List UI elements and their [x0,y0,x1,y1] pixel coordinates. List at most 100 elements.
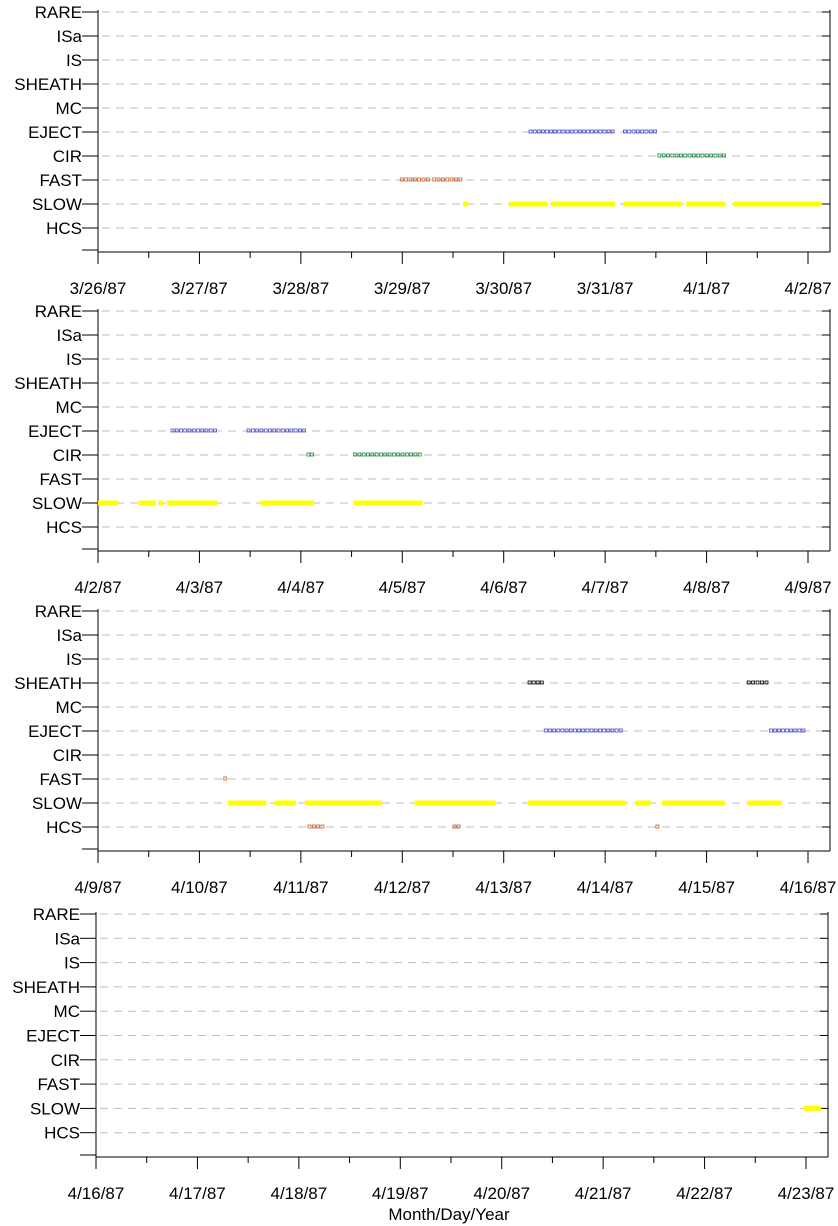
y-tick-label-hcs: HCS [46,219,82,238]
interval-cir-4-marker [361,452,366,457]
interval-cir-3-marker [674,153,679,158]
interval-cir-3-marker [683,153,688,158]
y-tick-label-mc: MC [54,1002,80,1021]
interval-fast-4-marker [404,177,409,182]
interval-sheath-2-marker [746,680,751,685]
interval-slow-7 [158,500,163,506]
interval-fast-5-marker [458,177,463,182]
interval-eject-4-marker [801,728,806,733]
interval-eject-3-marker [577,728,581,733]
interval-fast-4-marker [399,177,404,182]
interval-sheath-2-marker [764,680,769,685]
y-tick-label-sheath: SHEATH [14,75,82,94]
interval-eject-3-marker [556,728,561,733]
interval-slow-8 [304,800,382,806]
interval-sheath-1-marker [527,680,532,685]
x-tick-label: 4/2/87 [74,578,121,597]
interval-cir-3-marker [657,153,662,158]
interval-cir-3-marker [661,153,666,158]
interval-fast-4-marker [421,177,426,182]
interval-cir-4-marker [404,452,409,457]
interval-sheath-2-marker [751,680,756,685]
x-tick-label: 3/30/87 [475,279,532,298]
interval-hcs-14-marker [320,824,325,829]
interval-eject-2-marker [653,129,657,134]
interval-cir-4-marker [353,452,358,457]
interval-hcs-16-marker [655,824,660,829]
interval-fast-5-marker [436,177,441,182]
interval-fast-4-marker [417,177,422,182]
interval-slow-9 [414,800,496,806]
x-tick-label: 4/19/87 [372,1184,429,1203]
interval-slow-9 [260,500,315,506]
interval-fast-4-marker [412,177,417,182]
x-tick-label: 4/18/87 [270,1184,327,1203]
y-tick-label-is: IS [66,650,82,669]
interval-cir-4-marker [417,452,422,457]
interval-eject-4-marker [777,728,781,733]
interval-slow-10 [686,201,725,207]
interval-cir-4-marker [409,452,414,457]
interval-eject-2-marker [259,428,264,433]
interval-eject-1-marker [532,129,537,134]
interval-eject-1-marker [213,428,217,433]
interval-cir-4-marker [374,452,379,457]
interval-fast-4-marker [425,177,430,182]
x-tick-label: 4/13/87 [475,878,532,897]
x-tick-label: 4/20/87 [473,1184,530,1203]
interval-eject-3-marker [560,728,565,733]
interval-slow-1 [803,1105,822,1111]
x-tick-label: 4/9/87 [74,878,121,897]
y-tick-label-rare: RARE [35,302,82,321]
interval-eject-1-marker [594,129,599,134]
interval-eject-2 [623,129,657,134]
interval-eject-1-marker [577,129,582,134]
interval-slow-6 [463,201,469,207]
interval-sheath-1-marker [535,680,540,685]
x-tick-label: 4/15/87 [678,878,735,897]
interval-eject-1-marker [610,129,615,134]
interval-eject-2-marker [297,428,302,433]
x-tick-label: 4/16/87 [68,1184,125,1203]
interval-eject-3-marker [543,728,548,733]
interval-hcs-14-marker [307,824,312,829]
interval-eject-3-marker [606,728,611,733]
interval-eject-3-marker [593,728,598,733]
interval-cir-3-marker [310,452,314,457]
interval-fast-5-marker [432,177,437,182]
interval-eject-1-marker [179,428,183,433]
x-tick-label: 4/21/87 [575,1184,632,1203]
x-tick-label: 3/27/87 [171,279,228,298]
interval-eject-1-marker [545,129,549,134]
interval-sheath-1-marker [539,680,544,685]
interval-eject-1-marker [536,129,541,134]
y-tick-label-rare: RARE [33,905,80,924]
interval-cir-4-marker [400,452,405,457]
panel-3: RARE ISa IS SHEATH MC EJECT CIR FAST SLOW HCS 4/9/… [14,602,836,897]
interval-eject-1-marker [191,428,196,433]
y-tick-label-hcs: HCS [46,818,82,837]
y-tick-label-mc: MC [56,698,82,717]
interval-slow-10 [528,800,626,806]
interval-hcs-16 [655,824,660,829]
interval-cir-3-marker [722,153,726,158]
interval-eject-1-marker [573,129,578,134]
interval-cir-4-marker [379,452,383,457]
interval-cir-3-marker [666,153,670,158]
interval-eject-2 [246,428,307,433]
interval-eject-3-marker [568,728,573,733]
interval-hcs-15-marker [452,824,457,829]
y-tick-label-hcs: HCS [44,1124,80,1143]
interval-eject-3-marker [618,728,623,733]
interval-eject-1-marker [553,129,558,134]
interval-eject-2-marker [285,428,289,433]
interval-eject-2-marker [302,428,307,433]
y-tick-label-isa: ISa [56,326,82,345]
y-tick-label-isa: ISa [56,27,82,46]
interval-hcs-14-marker [311,824,316,829]
y-tick-label-eject: EJECT [28,123,82,142]
interval-cir-3-marker [700,153,705,158]
interval-eject-3-marker [614,728,619,733]
x-tick-label: 4/12/87 [374,878,431,897]
